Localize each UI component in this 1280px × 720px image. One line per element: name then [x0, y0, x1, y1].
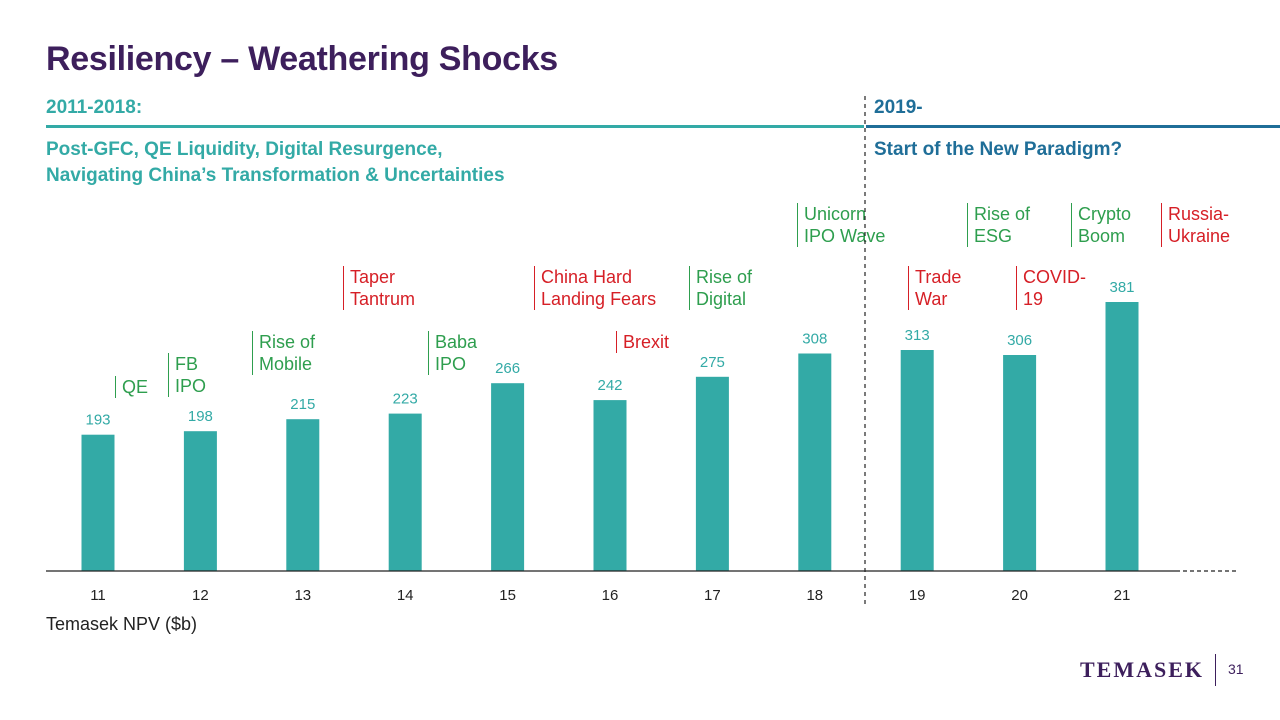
bar-18 — [798, 353, 832, 571]
period-right-description: Start of the New Paradigm? — [874, 139, 1123, 160]
value-label-20: 306 — [1007, 332, 1032, 349]
temasek-logo: TEMASEK — [1080, 657, 1205, 682]
event-unicorn-ipo-wave: Unicorn IPO Wave — [797, 203, 885, 247]
bar-series — [81, 302, 1139, 571]
event-label-line: War — [915, 289, 948, 309]
value-label-19: 313 — [905, 327, 930, 344]
event-label-line: Boom — [1078, 226, 1126, 246]
event-label-line: Rise of — [974, 204, 1031, 224]
event-crypto-boom: Crypto Boom — [1071, 203, 1131, 247]
period-2011-2018-label: 2011-2018: — [46, 97, 143, 118]
event-fb-ipo: FB IPO — [168, 353, 206, 397]
event-rise-of-mobile: Rise of Mobile — [252, 331, 315, 375]
event-label-line: Tantrum — [350, 289, 416, 309]
x-tick-label-14: 14 — [397, 587, 414, 604]
value-label-14: 223 — [393, 391, 418, 408]
period-2019-label: 2019- — [874, 97, 923, 118]
value-label-21: 381 — [1109, 279, 1134, 296]
value-labels: 193 198 215 223 266 242 275 308 313 306 381 — [85, 279, 1134, 429]
event-label-line: COVID- — [1023, 267, 1086, 287]
x-tick-label-16: 16 — [602, 587, 619, 604]
x-tick-label-17: 17 — [704, 587, 721, 604]
period-left-line2: Navigating China’s Transformation & Unce… — [46, 165, 505, 186]
period-left-rule — [46, 125, 864, 128]
event-brexit: Brexit — [616, 331, 669, 353]
value-label-18: 308 — [802, 331, 827, 348]
event-rise-of-digital: Rise of Digital — [689, 266, 752, 310]
event-trade-war: Trade War — [908, 266, 961, 310]
x-tick-label-15: 15 — [499, 587, 516, 604]
bar-17 — [695, 376, 729, 571]
x-axis-tick-labels: 11 12 13 14 15 16 17 18 19 20 21 — [90, 587, 1130, 604]
event-label-line: Russia- — [1168, 204, 1230, 224]
event-baba-ipo: Baba IPO — [428, 331, 477, 375]
event-rise-of-esg: Rise of ESG — [967, 203, 1030, 247]
event-label-line: Digital — [696, 289, 747, 309]
value-label-11: 193 — [85, 412, 110, 429]
event-label-line: Rise of — [259, 332, 316, 352]
event-china-hard-landing: China Hard Landing Fears — [534, 266, 656, 310]
event-label-line: China Hard — [541, 267, 633, 287]
period-left-description: Post-GFC, QE Liquidity, Digital Resurgen… — [46, 137, 505, 189]
event-label-line: FB — [175, 354, 199, 374]
page-title: Resiliency – Weathering Shocks — [46, 40, 558, 78]
event-label-line: Trade — [915, 267, 962, 287]
x-tick-label-13: 13 — [294, 587, 311, 604]
x-tick-label-19: 19 — [909, 587, 926, 604]
bar-20 — [1003, 355, 1037, 571]
bar-19 — [900, 350, 934, 571]
footer-divider — [1215, 654, 1216, 686]
event-label-line: Crypto — [1078, 204, 1132, 224]
event-label-line: 19 — [1023, 289, 1044, 309]
page-number: 31 — [1228, 661, 1244, 677]
bar-15 — [491, 383, 525, 571]
event-label-line: ESG — [974, 226, 1013, 246]
period-right-rule — [866, 125, 1280, 128]
bar-12 — [183, 431, 217, 571]
bar-11 — [81, 434, 115, 571]
period-left-line1: Post-GFC, QE Liquidity, Digital Resurgen… — [46, 139, 443, 160]
y-axis-label: Temasek NPV ($b) — [46, 614, 198, 634]
value-label-16: 242 — [597, 377, 622, 394]
x-tick-label-11: 11 — [90, 587, 106, 604]
event-label-line: Landing Fears — [541, 289, 657, 309]
event-taper-tantrum: Taper Tantrum — [343, 266, 415, 310]
event-qe: QE — [115, 376, 148, 398]
bar-21 — [1105, 302, 1139, 571]
x-tick-label-12: 12 — [192, 587, 209, 604]
event-covid-19: COVID- 19 — [1016, 266, 1086, 310]
event-label-line: Rise of — [696, 267, 753, 287]
event-label-line: Baba — [435, 332, 478, 352]
value-label-17: 275 — [700, 354, 725, 371]
event-russia-ukraine: Russia- Ukraine — [1161, 203, 1230, 247]
event-label-line: Unicorn — [804, 204, 867, 224]
x-tick-label-21: 21 — [1114, 587, 1131, 604]
event-label-line: Mobile — [259, 354, 313, 374]
value-label-15: 266 — [495, 360, 520, 377]
value-label-12: 198 — [188, 408, 213, 425]
value-label-13: 215 — [290, 396, 315, 413]
event-label-line: IPO — [435, 354, 467, 374]
event-label-line: Brexit — [623, 332, 670, 352]
event-label-line: QE — [122, 377, 149, 397]
bar-13 — [286, 419, 320, 571]
bar-14 — [388, 413, 422, 571]
event-label-line: IPO — [175, 376, 207, 396]
bar-16 — [593, 400, 627, 571]
event-label-line: Taper — [350, 267, 396, 287]
x-tick-label-20: 20 — [1011, 587, 1028, 604]
x-tick-label-18: 18 — [806, 587, 823, 604]
event-label-line: Ukraine — [1168, 226, 1231, 246]
